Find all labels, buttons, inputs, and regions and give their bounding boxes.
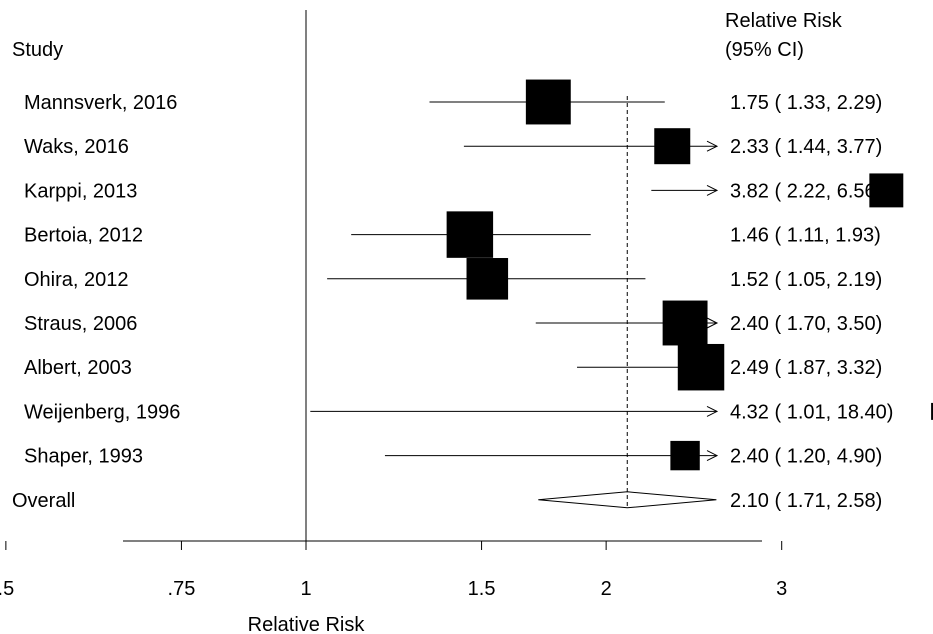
study-row: Weijenberg, 1996 4.32 ( 1.01, 18.40): [24, 401, 933, 423]
study-name: Albert, 2003: [24, 357, 132, 379]
point-estimate-box: [931, 402, 933, 420]
point-estimate-box: [677, 343, 725, 391]
ci-arrow: [706, 450, 719, 462]
x-tick-label: 3: [776, 578, 787, 600]
rr-ci-label: 1.75 ( 1.33, 2.29): [730, 92, 882, 114]
study-name: Bertoia, 2012: [24, 225, 143, 247]
rr-column-header-line2: (95% CI): [725, 39, 804, 61]
overall-label: Overall: [12, 490, 75, 512]
rr-column-header-line1: Relative Risk: [725, 10, 843, 32]
study-row: Albert, 2003 2.49 ( 1.87, 3.32): [24, 343, 882, 391]
study-row: Straus, 2006 2.40 ( 1.70, 3.50): [24, 300, 882, 346]
rr-ci-label: 1.52 ( 1.05, 2.19): [730, 269, 882, 291]
overall-diamond: [538, 491, 717, 509]
x-axis-label: Relative Risk: [248, 614, 366, 634]
study-row: Karppi, 2013 3.82 ( 2.22, 6.56): [24, 173, 904, 208]
rr-ci-label: 3.82 ( 2.22, 6.56): [730, 180, 882, 202]
study-name: Straus, 2006: [24, 313, 137, 335]
point-estimate-box: [654, 128, 691, 165]
study-row: Shaper, 1993 2.40 ( 1.20, 4.90): [24, 440, 882, 471]
rr-ci-label: 4.32 ( 1.01, 18.40): [730, 401, 893, 423]
study-column-header: Study: [12, 39, 63, 61]
rr-ci-label: 2.49 ( 1.87, 3.32): [730, 357, 882, 379]
x-tick-label: 1.5: [468, 578, 496, 600]
study-row: Bertoia, 2012 1.46 ( 1.11, 1.93): [24, 211, 881, 258]
x-tick-label: .75: [168, 578, 196, 600]
ci-arrow: [706, 317, 719, 329]
x-tick-label: 2: [601, 578, 612, 600]
rr-ci-label: 2.40 ( 1.20, 4.90): [730, 446, 882, 468]
rr-ci-label: 1.46 ( 1.11, 1.93): [730, 225, 881, 247]
study-name: Ohira, 2012: [24, 269, 129, 291]
x-tick-label: 1: [300, 578, 311, 600]
point-estimate-box: [662, 300, 708, 346]
point-estimate-box: [869, 173, 904, 208]
point-estimate-box: [446, 211, 494, 258]
study-name: Weijenberg, 1996: [24, 401, 180, 423]
study-name: Waks, 2016: [24, 136, 129, 158]
study-row: Waks, 2016 2.33 ( 1.44, 3.77): [24, 128, 882, 165]
study-rows: Mannsverk, 2016 1.75 ( 1.33, 2.29) Waks, 2…: [24, 79, 933, 471]
ci-arrow: [706, 405, 719, 417]
point-estimate-box: [466, 258, 509, 300]
study-row: Mannsverk, 2016 1.75 ( 1.33, 2.29): [24, 79, 882, 125]
x-tick-label: .5: [0, 578, 14, 600]
point-estimate-box: [670, 440, 700, 471]
ci-arrow: [706, 140, 719, 152]
ci-arrow: [706, 184, 719, 196]
study-name: Shaper, 1993: [24, 446, 143, 468]
overall-row: Overall 2.10 ( 1.71, 2.58): [12, 490, 882, 512]
rr-ci-label: 2.40 ( 1.70, 3.50): [730, 313, 882, 335]
study-name: Karppi, 2013: [24, 180, 137, 202]
point-estimate-box: [525, 79, 571, 125]
overall-rr-ci-label: 2.10 ( 1.71, 2.58): [730, 490, 882, 512]
study-row: Ohira, 2012 1.52 ( 1.05, 2.19): [24, 258, 882, 300]
study-name: Mannsverk, 2016: [24, 92, 177, 114]
rr-ci-label: 2.33 ( 1.44, 3.77): [730, 136, 882, 158]
